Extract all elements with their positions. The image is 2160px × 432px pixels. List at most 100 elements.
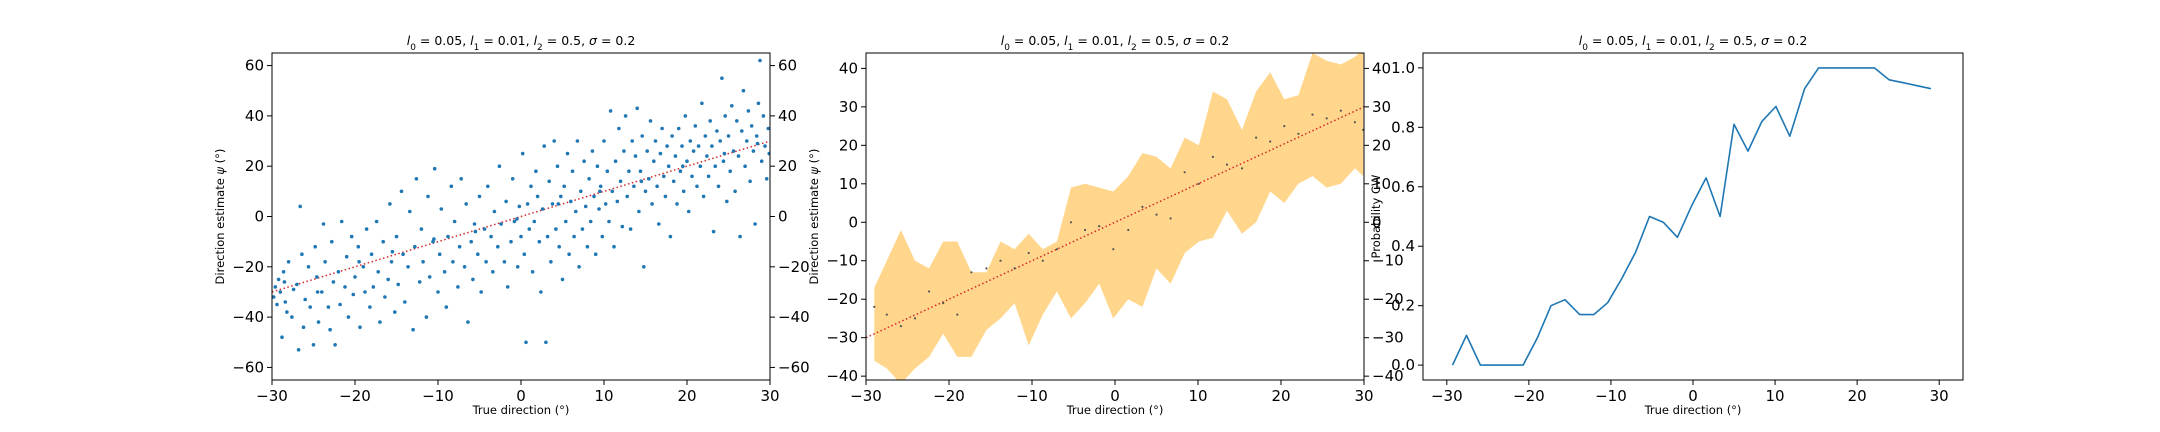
scatter-point	[285, 310, 289, 314]
x-tick-label: 0	[516, 387, 526, 405]
scatter-point	[572, 234, 576, 239]
scatter-point	[759, 159, 764, 163]
y-tick-label: 0.4	[1391, 237, 1415, 255]
scatter-point	[505, 285, 510, 289]
x-axis-label: True direction (°)	[472, 403, 570, 417]
scatter-point	[535, 194, 540, 199]
scatter-point	[643, 189, 648, 194]
scatter-point	[745, 139, 749, 143]
scatter-point	[746, 109, 751, 113]
scatter-point	[585, 244, 590, 249]
scatter-point	[386, 277, 391, 282]
scatter-point	[275, 302, 279, 307]
scatter-point	[569, 199, 573, 204]
scatter-panel: −30 −20 −10 0 10 20 30 −60 −40 −20 0 20 40 60 −60 −40 −2…	[213, 33, 810, 417]
scatter-point	[603, 202, 608, 206]
scatter-point	[761, 114, 766, 118]
band-panel: −30 −20 −10 0 10 20 30 −40 −30 −20 −10 0 10 20 30 40 −40…	[807, 33, 1404, 417]
chart-title: l0 = 0.05, l1 = 0.01, l2 = 0.5, σ = 0.2	[1579, 33, 1808, 53]
scatter-point	[698, 164, 703, 168]
scatter-point	[457, 244, 462, 249]
scatter-point	[442, 270, 447, 274]
mean-point	[1069, 221, 1073, 224]
right-y-tick-label: 20	[1372, 136, 1391, 154]
scatter-point	[686, 209, 691, 214]
scatter-point	[369, 252, 374, 256]
scatter-point	[520, 151, 525, 156]
y-tick-label: 0.0	[1391, 356, 1415, 374]
scatter-point	[272, 295, 276, 299]
scatter-point	[650, 202, 654, 206]
scatter-point	[331, 280, 336, 284]
scatter-point	[344, 254, 349, 259]
scatter-point	[652, 159, 656, 163]
scatter-point	[706, 174, 711, 179]
mean-point	[985, 267, 988, 270]
scatter-point	[575, 139, 580, 143]
scatter-point	[767, 151, 770, 156]
scatter-point	[567, 252, 571, 256]
mean-point	[899, 325, 903, 328]
scatter-point	[731, 149, 736, 153]
scatter-point	[655, 184, 659, 189]
plot-area	[272, 58, 770, 352]
mean-point	[1325, 117, 1328, 120]
scatter-point	[326, 305, 331, 309]
scatter-point	[681, 164, 685, 168]
scatter-point	[414, 177, 419, 181]
x-tick-label: −20	[933, 387, 965, 405]
scatter-point	[570, 169, 575, 173]
scatter-point	[351, 292, 356, 297]
y-tick-label: 30	[839, 98, 858, 116]
scatter-point	[627, 169, 631, 173]
scatter-point	[529, 184, 533, 189]
scatter-point	[390, 249, 395, 254]
x-tick-label: 30	[760, 387, 779, 405]
y-tick-label: −10	[826, 252, 858, 270]
x-tick-label: 30	[1930, 387, 1949, 405]
scatter-point	[316, 320, 321, 324]
scatter-point	[456, 285, 460, 289]
scatter-point	[685, 159, 689, 163]
scatter-point	[515, 265, 520, 269]
scatter-point	[486, 184, 490, 189]
scatter-point	[743, 164, 747, 168]
mean-point	[1155, 213, 1158, 216]
scatter-point	[301, 325, 306, 330]
scatter-point	[749, 124, 754, 128]
scatter-point	[559, 194, 563, 199]
scatter-point	[437, 252, 442, 256]
scatter-point	[549, 260, 553, 264]
scatter-point	[411, 327, 415, 332]
scatter-point	[364, 227, 369, 231]
scatter-point	[459, 177, 464, 181]
right-y-tick-label: 30	[1372, 98, 1391, 116]
scatter-point	[715, 129, 719, 133]
scatter-point	[368, 305, 372, 309]
mean-point	[873, 305, 876, 308]
scatter-point	[436, 290, 440, 294]
scatter-point	[557, 244, 561, 249]
y-tick-label: 0.6	[1391, 178, 1415, 196]
scatter-point	[660, 126, 664, 131]
scatter-point	[290, 315, 294, 319]
scatter-point	[512, 219, 517, 224]
scatter-point	[393, 310, 397, 314]
scatter-point	[716, 184, 721, 189]
scatter-point	[690, 174, 694, 179]
scatter-point	[633, 154, 638, 158]
confidence-band	[874, 53, 1364, 380]
scatter-point	[592, 194, 596, 199]
x-tick-label: 20	[677, 387, 696, 405]
scatter-point	[383, 295, 387, 299]
right-y-tick-label: −20	[778, 258, 810, 276]
scatter-point	[597, 207, 601, 211]
mean-point	[1283, 125, 1286, 128]
scatter-point	[580, 227, 585, 231]
scatter-point	[620, 224, 625, 229]
scatter-point	[336, 270, 341, 274]
scatter-point	[308, 305, 313, 309]
scatter-point	[477, 194, 482, 199]
y-tick-label: 0	[254, 208, 264, 226]
